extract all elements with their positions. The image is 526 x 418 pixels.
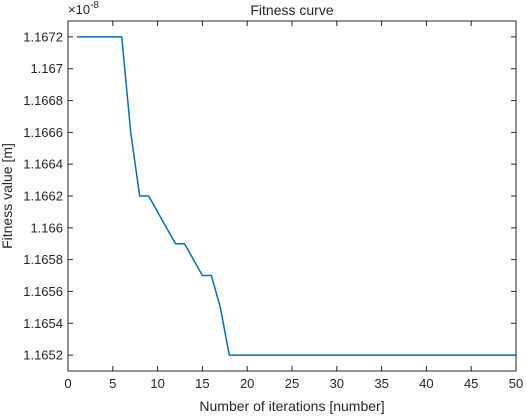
y-axis-ticks <box>68 36 516 356</box>
y-axis-label: Fitness value [m] <box>0 143 15 249</box>
x-tick-label: 40 <box>419 376 433 391</box>
y-exponent-base: ×10 <box>68 2 90 17</box>
x-tick-label: 10 <box>150 376 164 391</box>
x-tick-label: 0 <box>64 376 71 391</box>
x-tick-label: 35 <box>374 376 388 391</box>
svg-text:×10-8: ×10-8 <box>68 0 99 17</box>
chart-title: Fitness curve <box>250 2 333 18</box>
x-tick-label: 30 <box>330 376 344 391</box>
y-axis-tick-labels: 1.1652 1.1654 1.1656 1.1658 1.166 1.1662 1.166… <box>23 29 63 362</box>
y-tick-label: 1.1668 <box>23 93 63 108</box>
x-axis-tick-labels: 0 5 10 15 20 25 30 35 40 45 50 <box>64 376 523 391</box>
y-tick-label: 1.1658 <box>23 252 63 267</box>
y-tick-label: 1.1656 <box>23 284 63 299</box>
series-layer <box>76 36 516 356</box>
x-tick-label: 20 <box>240 376 254 391</box>
x-tick-label: 15 <box>195 376 209 391</box>
plot-area <box>68 21 516 371</box>
x-axis-label: Number of iterations [number] <box>199 398 384 414</box>
y-tick-label: 1.1652 <box>23 348 63 363</box>
y-tick-label: 1.1664 <box>23 157 63 172</box>
y-exponent-power: -8 <box>90 0 99 11</box>
x-tick-label: 50 <box>509 376 523 391</box>
y-tick-label: 1.166 <box>30 220 63 235</box>
fitness-line <box>76 36 516 356</box>
x-tick-label: 25 <box>285 376 299 391</box>
y-exponent-label: ×10-8 <box>68 0 99 17</box>
y-tick-label: 1.1654 <box>23 316 63 331</box>
y-tick-label: 1.167 <box>30 61 63 76</box>
x-tick-label: 45 <box>464 376 478 391</box>
y-tick-label: 1.1672 <box>23 29 63 44</box>
y-tick-label: 1.1662 <box>23 189 63 204</box>
x-tick-label: 5 <box>109 376 116 391</box>
axes-box <box>67 20 517 372</box>
y-tick-label: 1.1666 <box>23 125 63 140</box>
